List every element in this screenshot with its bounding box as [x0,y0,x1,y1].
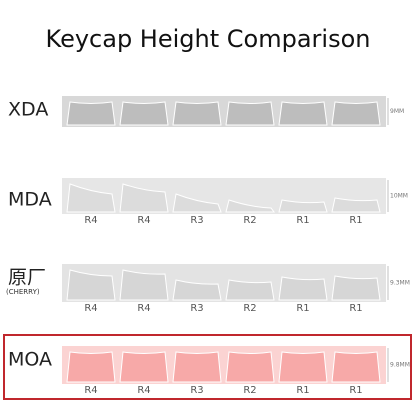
height-label: 10MM [390,193,408,200]
row-label: MDA [8,189,52,211]
keycap [278,101,328,126]
keycap [66,351,116,383]
keycap [225,351,275,383]
title: Keycap Height Comparison [46,25,371,53]
key-label: R2 [243,303,256,314]
base-strip [62,264,386,302]
key-label: R2 [243,215,256,226]
highlight-box [3,334,412,400]
keycap [172,101,222,126]
row-label: XDA [8,99,48,121]
keycap [172,193,222,213]
key-label: R1 [349,215,362,226]
keycap [66,101,116,126]
keycap [172,279,222,301]
key-label: R1 [349,303,362,314]
key-label: R3 [190,385,203,396]
key-label: R3 [190,303,203,314]
keycap [66,183,116,213]
base-strip [62,178,386,214]
keycap [278,276,328,301]
key-label: R1 [296,215,309,226]
keycap [331,275,381,301]
keycap [119,351,169,383]
keycap [331,197,381,213]
keycap [225,101,275,126]
key-label: R3 [190,215,203,226]
row-label: 原厂 [8,267,46,289]
height-label: 9MM [390,108,404,115]
key-label: R4 [137,385,150,396]
keycap [331,351,381,383]
keycap [225,199,275,213]
keycap [331,101,381,126]
key-label: R1 [349,385,362,396]
row-label: MOA [8,349,52,371]
key-label: R4 [137,303,150,314]
keycap [225,279,275,301]
key-label: R2 [243,385,256,396]
keycap [278,351,328,383]
row-sublabel: (CHERRY) [6,288,40,296]
key-label: R1 [296,385,309,396]
keycap [119,269,169,301]
keycap [172,351,222,383]
height-label: 9.3MM [390,280,410,287]
keycap [278,199,328,213]
key-label: R4 [137,215,150,226]
key-label: R4 [84,215,97,226]
keycap [119,101,169,126]
height-label: 9.8MM [390,362,410,369]
key-label: R1 [296,303,309,314]
key-label: R4 [84,385,97,396]
keycap [66,269,116,301]
keycap [119,183,169,213]
key-label: R4 [84,303,97,314]
